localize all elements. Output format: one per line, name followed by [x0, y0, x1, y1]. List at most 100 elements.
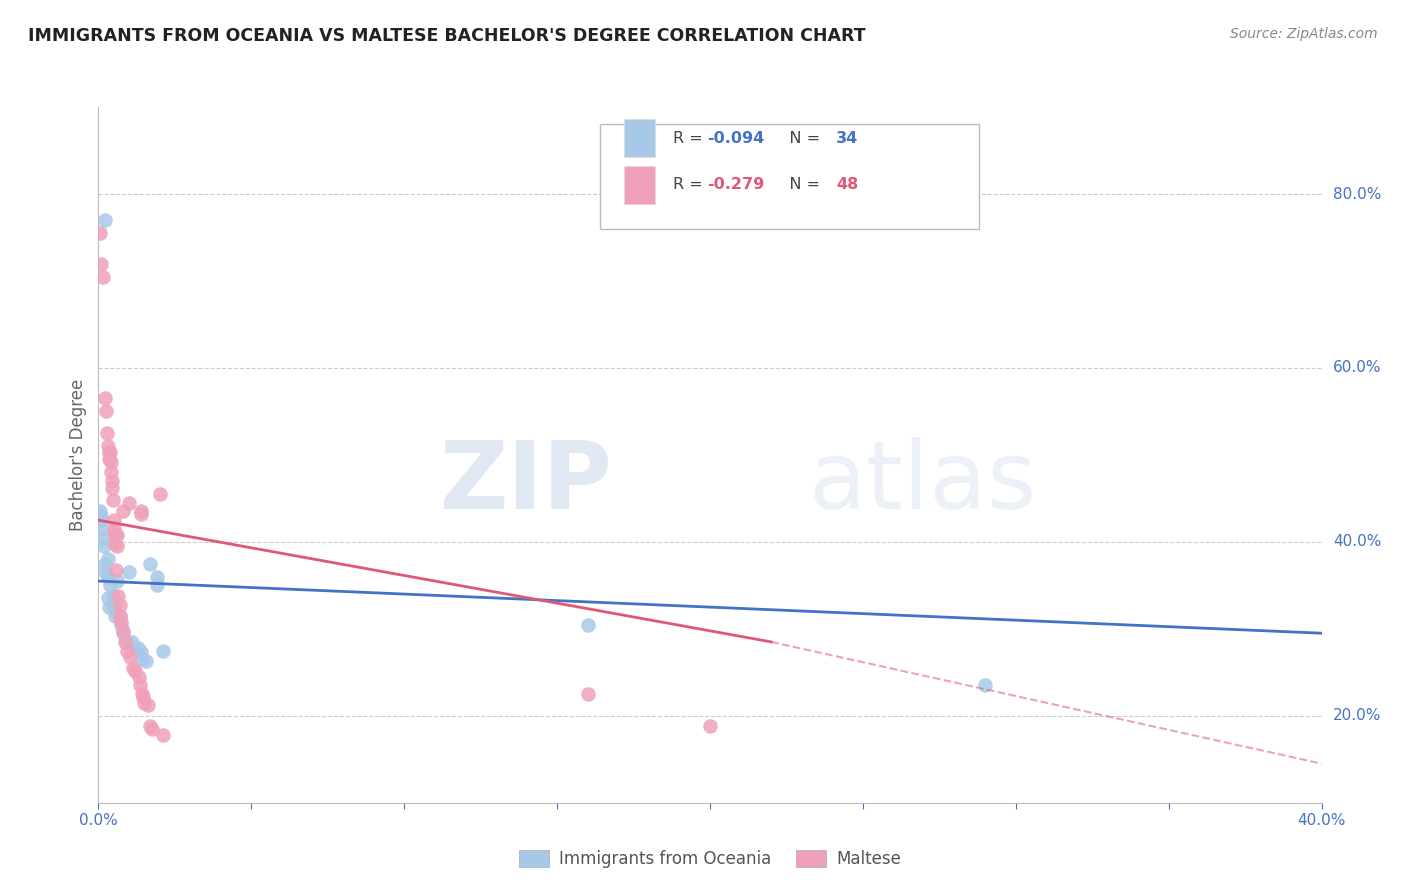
Point [131, 687, 153, 701]
Point [121, 661, 143, 675]
Legend: Immigrants from Oceania, Maltese: Immigrants from Oceania, Maltese [512, 843, 908, 874]
Point [97, 446, 120, 460]
Point [132, 690, 155, 704]
Point [129, 504, 152, 518]
Point [108, 608, 131, 623]
Point [94, 213, 117, 227]
Point [128, 670, 150, 684]
Text: 40.0%: 40.0% [1333, 534, 1381, 549]
Point [93, 557, 115, 571]
Point [91, 522, 114, 536]
Point [115, 643, 138, 657]
Point [139, 719, 162, 733]
Point [100, 474, 122, 488]
Point [103, 600, 125, 615]
Point [93, 392, 115, 406]
Point [91, 269, 114, 284]
Text: R =: R = [673, 178, 709, 193]
Text: Source: ZipAtlas.com: Source: ZipAtlas.com [1230, 27, 1378, 41]
Point [576, 687, 599, 701]
Point [104, 608, 127, 623]
Point [121, 635, 143, 649]
Point [134, 696, 156, 710]
Point [103, 522, 125, 536]
Point [94, 404, 117, 418]
Text: 20.0%: 20.0% [1333, 708, 1381, 723]
Text: N =: N = [773, 178, 825, 193]
Point [110, 615, 132, 629]
Text: ZIP: ZIP [439, 437, 612, 529]
Point [105, 528, 128, 542]
Point [699, 719, 721, 733]
Point [105, 539, 128, 553]
Point [129, 507, 152, 521]
Point [98, 445, 121, 459]
Point [97, 439, 120, 453]
Point [90, 508, 112, 523]
Point [145, 570, 167, 584]
Text: 48: 48 [837, 178, 858, 193]
Point [89, 504, 111, 518]
Point [112, 624, 135, 638]
Point [128, 678, 150, 692]
Point [114, 635, 136, 649]
Point [131, 652, 153, 666]
Point [118, 496, 141, 510]
Text: 60.0%: 60.0% [1333, 360, 1381, 376]
Point [105, 574, 128, 588]
Text: IMMIGRANTS FROM OCEANIA VS MALTESE BACHELOR'S DEGREE CORRELATION CHART: IMMIGRANTS FROM OCEANIA VS MALTESE BACHE… [28, 27, 866, 45]
Point [135, 654, 157, 668]
Point [103, 513, 125, 527]
Text: atlas: atlas [808, 437, 1036, 529]
Point [98, 578, 121, 592]
Point [97, 552, 120, 566]
Point [146, 578, 169, 592]
Point [127, 640, 149, 655]
Point [139, 557, 162, 571]
Point [141, 722, 163, 736]
Point [97, 591, 120, 606]
Point [112, 626, 135, 640]
Y-axis label: Bachelor's Degree: Bachelor's Degree [69, 379, 87, 531]
Point [110, 608, 132, 623]
Point [93, 539, 115, 553]
FancyBboxPatch shape [624, 166, 655, 204]
Point [136, 698, 159, 713]
FancyBboxPatch shape [600, 124, 979, 229]
Point [101, 589, 124, 603]
Point [89, 226, 111, 240]
Point [91, 531, 114, 545]
Text: R =: R = [673, 130, 709, 145]
Point [97, 570, 120, 584]
Point [124, 664, 146, 678]
FancyBboxPatch shape [624, 119, 655, 157]
Point [118, 649, 141, 664]
Text: -0.094: -0.094 [707, 130, 765, 145]
Point [101, 481, 124, 495]
Text: -0.279: -0.279 [707, 178, 765, 193]
Point [104, 563, 127, 577]
Point [118, 566, 141, 580]
Point [110, 617, 132, 632]
Point [974, 678, 997, 692]
Point [129, 645, 152, 659]
Text: N =: N = [773, 130, 825, 145]
Point [115, 635, 138, 649]
Point [152, 643, 174, 657]
Point [98, 452, 121, 467]
Point [111, 504, 134, 518]
Point [101, 493, 124, 508]
Point [90, 257, 112, 271]
Point [152, 728, 174, 742]
Point [149, 487, 172, 501]
Point [94, 566, 117, 580]
Point [96, 426, 118, 441]
Point [104, 536, 127, 550]
Point [90, 513, 112, 527]
Point [576, 617, 599, 632]
Text: 34: 34 [837, 130, 858, 145]
Point [108, 598, 131, 612]
Point [107, 589, 129, 603]
Point [100, 466, 122, 480]
Point [104, 528, 127, 542]
